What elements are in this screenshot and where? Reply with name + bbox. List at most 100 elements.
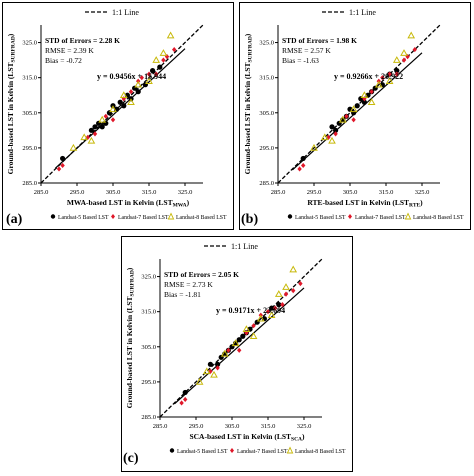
y-axis-label: Ground-based LST in Kelvin (LSTSURFRAD) <box>125 267 136 408</box>
y-axis-label: Ground-based LST in Kelvin (LSTSURFRAD) <box>243 33 254 174</box>
y-axis-label-paren: ) <box>125 267 134 270</box>
panel-label-b: (b) <box>241 212 259 227</box>
point-landsat8 <box>220 349 229 357</box>
x-tick-label: 295.0 <box>189 423 204 430</box>
point-landsat7 <box>164 54 170 60</box>
stats-line: Bias = -1.81 <box>164 290 201 299</box>
point-landsat7 <box>380 75 385 81</box>
y-tick-label: 285.0 <box>22 180 37 187</box>
point-landsat5 <box>117 99 123 105</box>
point-landsat8 <box>202 367 211 375</box>
point-landsat5 <box>300 155 306 162</box>
y-axis-label: Ground-based LST in Kelvin (LSTSURFRAD) <box>6 33 17 174</box>
point-landsat7 <box>139 75 144 81</box>
point-landsat5 <box>142 82 148 88</box>
x-tick-label: 325.0 <box>415 189 430 196</box>
point-landsat5 <box>240 333 246 339</box>
point-landsat5 <box>135 89 141 95</box>
point-landsat8 <box>392 56 401 63</box>
y-axis-label-text: Ground-based LST in Kelvin (LST <box>243 62 252 174</box>
stats-line: RMSE = 2.73 K <box>164 280 213 289</box>
point-landsat8 <box>69 143 78 151</box>
legend-label: Landsat-8 Based LST <box>176 215 227 221</box>
point-landsat7 <box>369 89 374 95</box>
point-landsat5 <box>92 124 98 130</box>
point-landsat5 <box>99 124 105 130</box>
panel-label-a: (a) <box>6 212 23 227</box>
point-landsat8 <box>242 325 251 333</box>
x-tick-label: 325.0 <box>178 189 193 196</box>
point-landsat7 <box>301 162 306 169</box>
point-landsat8 <box>210 370 218 378</box>
chart-panel-c: 285.0 285.0 295.0 295.0 305.0 305.0 315.0 315.0… <box>121 236 353 472</box>
point-landsat8 <box>152 56 161 63</box>
point-landsat8 <box>267 311 276 318</box>
legend-marker-landsat5 <box>169 448 175 453</box>
chart-panel-b: 285.0 285.0 295.0 295.0 305.0 305.0 315.0 315.0… <box>239 2 471 230</box>
point-landsat8 <box>231 339 240 347</box>
y-tick-label: 315.0 <box>141 309 156 316</box>
point-landsat8 <box>367 98 376 106</box>
regression-equation: y = 0.9266x + 20.922 <box>334 72 403 81</box>
x-tick-label: 295.0 <box>307 189 322 196</box>
y-axis-label-text: Ground-based LST in Kelvin (LST <box>6 62 15 174</box>
x-tick-label: 315.0 <box>261 423 276 430</box>
point-landsat5 <box>333 127 339 133</box>
stats-line: STD of Errors = 1.98 K <box>282 36 357 45</box>
y-tick-label: 325.0 <box>22 40 37 47</box>
point-landsat8 <box>320 133 329 141</box>
x-tick-label: 315.0 <box>379 189 394 196</box>
point-landsat8 <box>109 105 117 113</box>
point-landsat5 <box>182 389 188 396</box>
point-landsat7 <box>146 71 152 77</box>
y-tick-label: 295.0 <box>141 379 156 386</box>
point-landsat8 <box>159 49 168 56</box>
point-landsat7 <box>56 166 62 172</box>
x-tick-label: 305.0 <box>225 423 240 430</box>
legend-marker-landsat8 <box>404 212 412 220</box>
point-landsat5 <box>150 68 156 74</box>
point-landsat5 <box>329 124 335 130</box>
x-tick-label: 285.0 <box>34 189 49 196</box>
x-axis-label: SCA-based LST in Kelvin (LSTSCA) <box>189 432 305 443</box>
point-landsat8 <box>310 143 318 151</box>
legend-label: Landsat-5 Based LST <box>177 449 228 455</box>
x-tick-label: 285.0 <box>271 189 286 196</box>
legend-marker-landsat8 <box>286 446 294 454</box>
legend-marker-landsat7 <box>230 448 234 453</box>
y-axis-label-paren: ) <box>6 33 15 36</box>
x-tick-label: 305.0 <box>343 189 358 196</box>
point-landsat7 <box>92 131 98 137</box>
x-axis-label-subscript: RTE <box>409 203 420 209</box>
legend-marker-landsat5 <box>50 214 56 219</box>
x-axis-label-text: SCA-based LST in Kelvin (LST <box>189 432 291 441</box>
point-landsat7 <box>344 113 349 119</box>
point-landsat8 <box>407 31 416 39</box>
point-landsat7 <box>103 113 108 119</box>
y-tick-label: 325.0 <box>259 40 274 47</box>
y-axis-label-subscript: SURFRAD <box>11 36 17 62</box>
point-landsat7 <box>394 71 399 77</box>
point-landsat7 <box>161 57 166 63</box>
point-landsat7 <box>172 46 177 53</box>
point-landsat5 <box>361 99 367 105</box>
y-axis-label-subscript: SURFRAD <box>130 270 136 296</box>
x-axis-label-text: RTE-based LST in Kelvin (LST <box>307 198 409 207</box>
point-landsat5 <box>207 361 213 367</box>
point-landsat5 <box>254 319 260 325</box>
point-landsat7 <box>351 117 356 123</box>
y-axis-label-paren: ) <box>243 33 252 36</box>
chart-panel-a: 285.0 285.0 295.0 295.0 305.0 305.0 315.0 315.0… <box>2 2 234 230</box>
point-landsat7 <box>401 57 407 63</box>
stats-line: STD of Errors = 2.28 K <box>45 36 120 45</box>
point-landsat7 <box>179 400 184 406</box>
point-landsat8 <box>166 31 175 39</box>
point-landsat7 <box>265 309 271 315</box>
x-axis-label-subscript: SCA <box>291 437 302 443</box>
point-landsat5 <box>106 110 112 116</box>
point-landsat5 <box>354 103 360 109</box>
point-landsat8 <box>328 136 336 144</box>
regression-line <box>291 52 423 171</box>
point-landsat7 <box>412 46 417 53</box>
point-landsat5 <box>88 127 94 133</box>
